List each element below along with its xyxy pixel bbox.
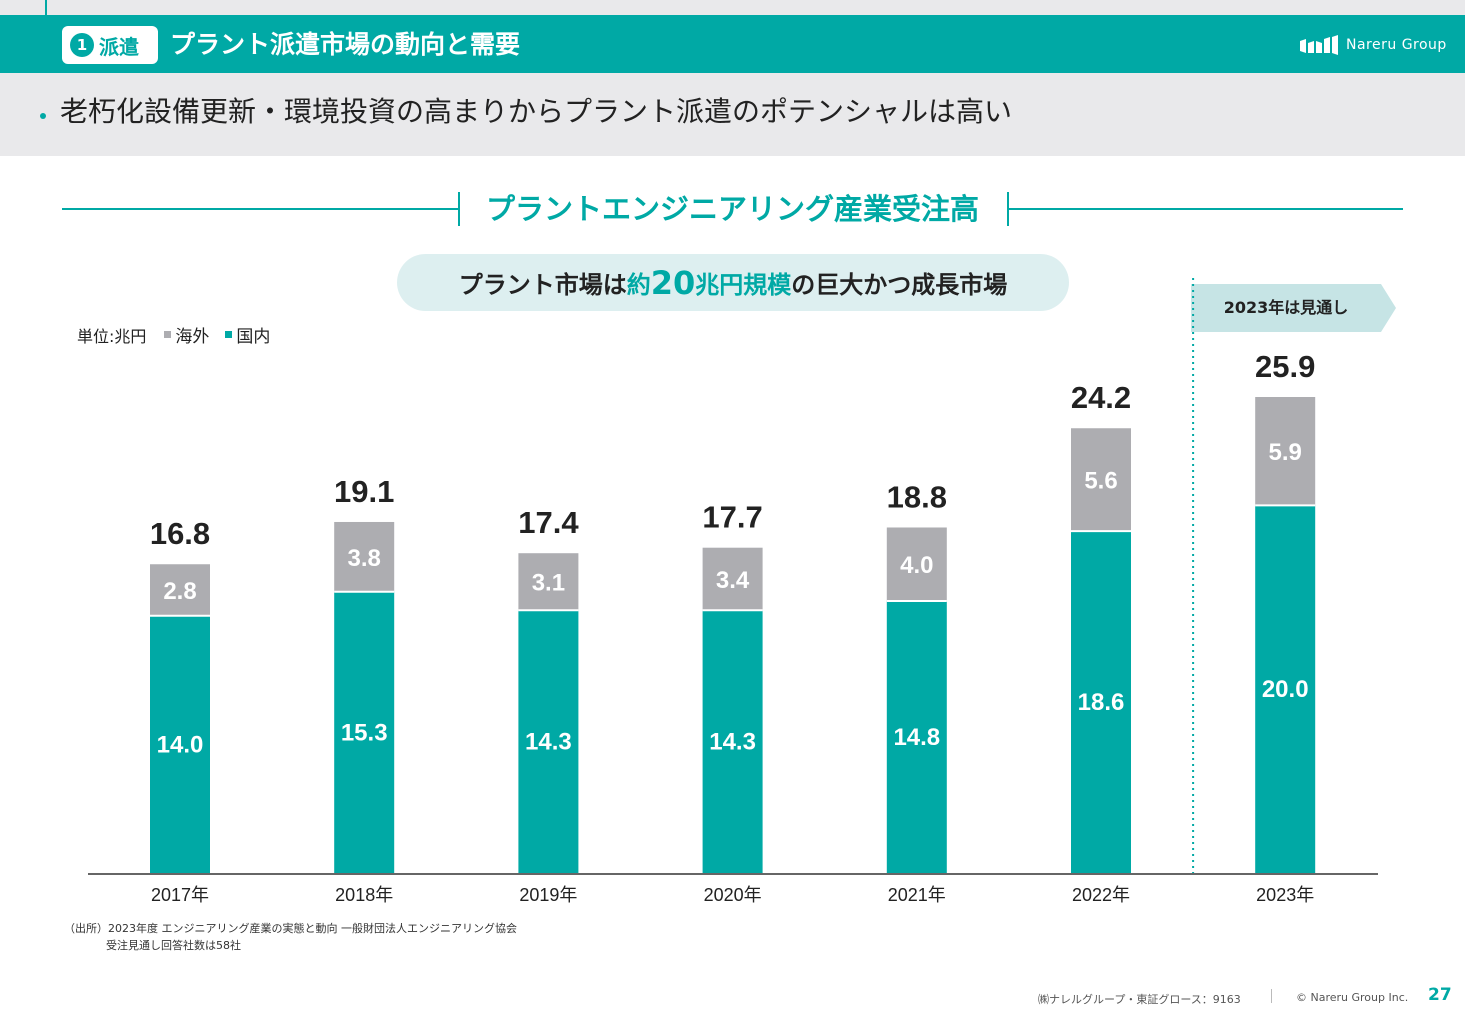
- bar-domestic: [334, 591, 395, 873]
- badge-label: 派遣: [99, 34, 139, 59]
- bullet-icon: [40, 113, 46, 119]
- badge-number: 1: [70, 33, 94, 57]
- data-label-domestic: 14.3: [709, 729, 756, 756]
- x-tick-label: 2018年: [335, 885, 393, 905]
- data-label-total: 25.9: [1255, 349, 1315, 384]
- footer-company: ㈱ナレルグループ・東証グロース：9163: [1038, 993, 1241, 1006]
- footer-copyright: © Nareru Group Inc.: [1296, 991, 1409, 1004]
- page-title: プラント派遣市場の動向と需要: [170, 30, 521, 59]
- data-label-domestic: 20.0: [1262, 676, 1309, 703]
- x-tick-label: 2021年: [888, 885, 946, 905]
- bar-domestic: [150, 615, 210, 873]
- source-line1: 2023年度 エンジニアリング産業の実態と動向 一般財団法人エンジニアリング協会: [108, 922, 517, 935]
- bar-domestic: [518, 610, 579, 873]
- forecast-label: 2023年は見通し: [1223, 298, 1349, 317]
- bar-overseas: [886, 527, 947, 601]
- legend-swatch-overseas: [164, 331, 172, 338]
- headline-part5: の巨大かつ成長市場: [791, 271, 1008, 299]
- bar-domestic: [702, 610, 763, 873]
- header-bar: [0, 15, 1465, 73]
- data-label-domestic: 14.8: [893, 724, 940, 751]
- legend-label-domestic: 国内: [236, 327, 271, 347]
- section-badge: 1 派遣: [62, 26, 158, 64]
- data-label-total: 18.8: [887, 479, 947, 514]
- footer-divider: [1271, 989, 1272, 1003]
- source-label: （出所）: [64, 922, 108, 935]
- x-tick-label: 2019年: [519, 885, 577, 905]
- data-label-domestic: 14.0: [157, 731, 204, 758]
- header-accent-line: [45, 0, 47, 68]
- x-tick-label: 2022年: [1072, 885, 1130, 905]
- unit-label: 単位:兆円: [77, 326, 147, 346]
- bar-overseas: [334, 521, 395, 592]
- data-label-overseas: 3.1: [532, 570, 565, 597]
- bar-domestic: [886, 601, 947, 873]
- bar-overseas: [1071, 428, 1131, 532]
- data-label-overseas: 3.8: [348, 545, 381, 572]
- bar-overseas: [150, 564, 210, 616]
- data-label-total: 16.8: [150, 516, 210, 551]
- legend-label-overseas: 海外: [175, 327, 210, 347]
- legend-item-domestic: 国内: [225, 322, 270, 347]
- bar-domestic: [1255, 505, 1316, 873]
- forecast-tag: [1191, 284, 1396, 332]
- data-label-total: 19.1: [334, 474, 394, 509]
- subtitle: 老朽化設備更新・環境投資の高まりからプラント派遣のポテンシャルは高い: [60, 95, 1013, 128]
- headline-pill: プラント市場は 約 20 兆円規模 の巨大かつ成長市場: [397, 254, 1069, 311]
- headline-part1: プラント市場は: [458, 271, 627, 299]
- data-label-domestic: 15.3: [341, 719, 388, 746]
- page-number: 27: [1428, 985, 1452, 1005]
- source-line2: 受注見通し回答社数は58社: [106, 939, 241, 952]
- x-tick-label: 2020年: [704, 885, 762, 905]
- data-label-total: 17.7: [702, 500, 762, 535]
- company-logo: Nareru Group: [1300, 34, 1447, 56]
- headline-number: 20: [650, 263, 696, 302]
- data-label-domestic: 18.6: [1078, 689, 1125, 716]
- data-label-overseas: 5.9: [1269, 439, 1302, 466]
- nareru-logo-icon: [1300, 35, 1338, 55]
- data-label-overseas: 2.8: [163, 578, 196, 605]
- section-title-line-left: [62, 208, 458, 210]
- source-note: （出所）2023年度 エンジニアリング産業の実態と動向 一般財団法人エンジニアリ…: [64, 920, 517, 954]
- x-tick-label: 2023年: [1256, 885, 1314, 905]
- data-label-overseas: 3.4: [716, 567, 750, 594]
- headline-part4: 兆円規模: [695, 271, 792, 299]
- section-title-bracket-left: [458, 192, 460, 226]
- x-tick-label: 2017年: [151, 885, 209, 905]
- data-label-total: 24.2: [1071, 380, 1131, 415]
- data-label-total: 17.4: [518, 505, 579, 540]
- bar-overseas: [702, 547, 763, 611]
- chart-legend: 単位:兆円 海外 国内: [77, 322, 286, 348]
- bar-domestic: [1071, 531, 1131, 873]
- legend-swatch-domestic: [225, 331, 233, 338]
- section-title: プラントエンジニアリング産業受注高: [485, 192, 979, 226]
- data-label-overseas: 4.0: [900, 552, 933, 579]
- header-top-strip: [0, 0, 1465, 15]
- section-title-bracket-right: [1007, 192, 1009, 226]
- headline-part2: 約: [626, 271, 651, 299]
- bar-overseas: [1255, 397, 1316, 506]
- data-label-domestic: 14.3: [525, 729, 572, 756]
- subtitle-band: [0, 73, 1465, 156]
- logo-text: Nareru Group: [1346, 37, 1447, 53]
- section-title-line-right: [1009, 208, 1403, 210]
- bar-overseas: [518, 553, 579, 611]
- legend-item-overseas: 海外: [164, 322, 209, 347]
- data-label-overseas: 5.6: [1084, 468, 1117, 495]
